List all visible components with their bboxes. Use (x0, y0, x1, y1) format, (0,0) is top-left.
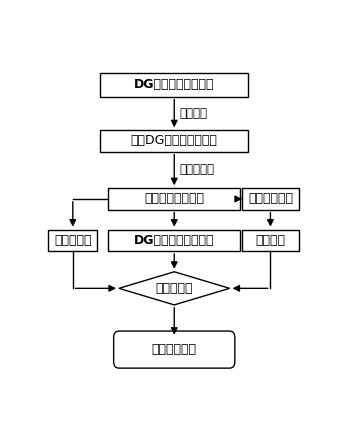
FancyBboxPatch shape (242, 230, 299, 251)
FancyBboxPatch shape (242, 188, 299, 210)
Text: 数据标准化: 数据标准化 (179, 163, 214, 176)
FancyBboxPatch shape (48, 230, 97, 251)
FancyBboxPatch shape (108, 188, 240, 210)
Text: 构造综合函数: 构造综合函数 (248, 193, 293, 206)
Polygon shape (119, 272, 230, 305)
FancyBboxPatch shape (101, 73, 248, 97)
Text: 匹配度计算: 匹配度计算 (155, 282, 193, 295)
FancyBboxPatch shape (108, 230, 240, 251)
Text: 选取权重: 选取权重 (255, 234, 285, 247)
FancyBboxPatch shape (101, 130, 248, 152)
Text: DG与地区负荷的特征: DG与地区负荷的特征 (134, 78, 215, 91)
Text: 贴近度计算: 贴近度计算 (54, 234, 91, 247)
FancyBboxPatch shape (114, 331, 235, 368)
Text: 计算结果分析: 计算结果分析 (152, 343, 197, 356)
Text: DG与负荷的特征向量: DG与负荷的特征向量 (134, 234, 215, 247)
Text: 统一量化的特征值: 统一量化的特征值 (144, 193, 204, 206)
Text: 分析确定: 分析确定 (179, 107, 207, 120)
Text: 不同DG、负荷的特征值: 不同DG、负荷的特征值 (131, 135, 218, 147)
